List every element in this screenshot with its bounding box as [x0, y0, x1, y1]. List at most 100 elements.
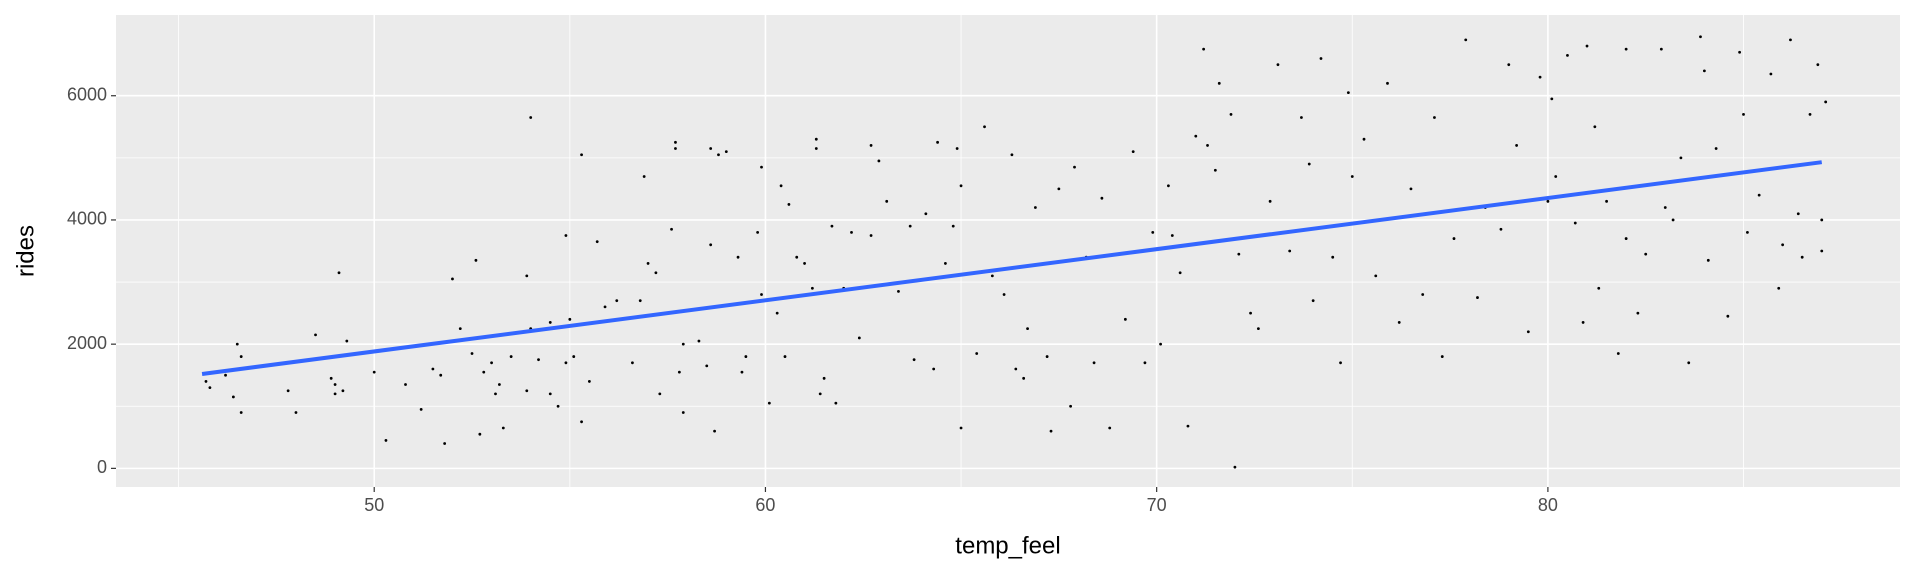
point — [1433, 116, 1436, 119]
point — [439, 373, 443, 377]
point — [1331, 255, 1335, 259]
point — [959, 426, 963, 430]
point — [1464, 38, 1468, 42]
point — [1276, 63, 1280, 67]
point — [1781, 243, 1785, 247]
point — [239, 355, 243, 358]
point — [1702, 69, 1706, 73]
point — [498, 383, 501, 386]
point — [333, 383, 337, 386]
point — [1288, 249, 1292, 253]
point — [803, 262, 806, 265]
point — [1073, 165, 1076, 169]
point — [1738, 50, 1741, 54]
point — [1507, 63, 1511, 67]
point — [818, 392, 822, 396]
point — [1213, 168, 1217, 172]
point — [568, 317, 572, 321]
point — [231, 395, 235, 399]
trend-line — [201, 160, 1823, 376]
point — [955, 147, 959, 150]
y-tick-label: 2000 — [67, 333, 107, 353]
point — [717, 153, 720, 157]
point — [975, 352, 979, 355]
point — [1687, 361, 1691, 365]
point — [329, 376, 333, 380]
y-tick-label: 6000 — [67, 84, 107, 104]
point — [286, 389, 290, 393]
point — [1202, 47, 1206, 51]
point — [345, 339, 349, 343]
point — [1554, 175, 1558, 178]
point — [384, 439, 388, 442]
point — [713, 429, 716, 433]
point — [1636, 311, 1640, 315]
point — [897, 289, 900, 293]
point — [1237, 252, 1241, 256]
point — [869, 234, 873, 237]
point — [474, 258, 478, 262]
point — [1757, 193, 1761, 197]
point — [1616, 352, 1620, 355]
point — [760, 293, 763, 296]
point — [1820, 249, 1824, 253]
point — [1194, 134, 1198, 138]
point — [1151, 230, 1155, 234]
point — [294, 411, 298, 414]
point — [1206, 144, 1209, 147]
point — [404, 383, 407, 386]
point — [834, 401, 838, 405]
point — [740, 370, 744, 374]
point — [830, 224, 834, 228]
point — [1010, 153, 1014, 157]
point — [1311, 299, 1315, 303]
point — [783, 355, 787, 358]
point — [1515, 144, 1518, 147]
point — [674, 147, 677, 150]
point — [850, 230, 853, 234]
point — [580, 420, 583, 424]
point — [1167, 184, 1170, 188]
point — [744, 355, 748, 358]
point — [337, 271, 341, 275]
point — [1581, 321, 1585, 324]
point — [787, 203, 791, 206]
point — [1421, 293, 1425, 296]
point — [615, 299, 619, 303]
point — [501, 426, 505, 430]
point — [564, 234, 568, 237]
point — [529, 116, 533, 119]
point — [1069, 404, 1072, 408]
point — [372, 370, 376, 374]
point — [1026, 327, 1029, 331]
point — [1045, 355, 1049, 358]
point — [1249, 311, 1252, 315]
point — [885, 199, 889, 203]
point — [1178, 271, 1182, 275]
point — [537, 358, 540, 362]
point — [795, 255, 799, 259]
point — [869, 144, 873, 147]
point — [1233, 465, 1237, 469]
point — [908, 224, 912, 228]
point — [1186, 424, 1190, 428]
point — [1742, 112, 1745, 116]
point — [1624, 237, 1628, 240]
point — [548, 392, 552, 396]
point — [959, 184, 963, 188]
point — [760, 165, 763, 169]
point — [932, 367, 936, 371]
point — [1033, 206, 1037, 209]
point — [431, 367, 435, 371]
point — [1170, 234, 1174, 237]
point — [470, 352, 474, 355]
point — [235, 342, 239, 346]
y-axis-title: rides — [12, 225, 39, 277]
point — [857, 336, 861, 340]
point — [1699, 35, 1702, 39]
point — [1566, 53, 1569, 57]
point — [1217, 81, 1221, 85]
point — [1800, 255, 1804, 259]
